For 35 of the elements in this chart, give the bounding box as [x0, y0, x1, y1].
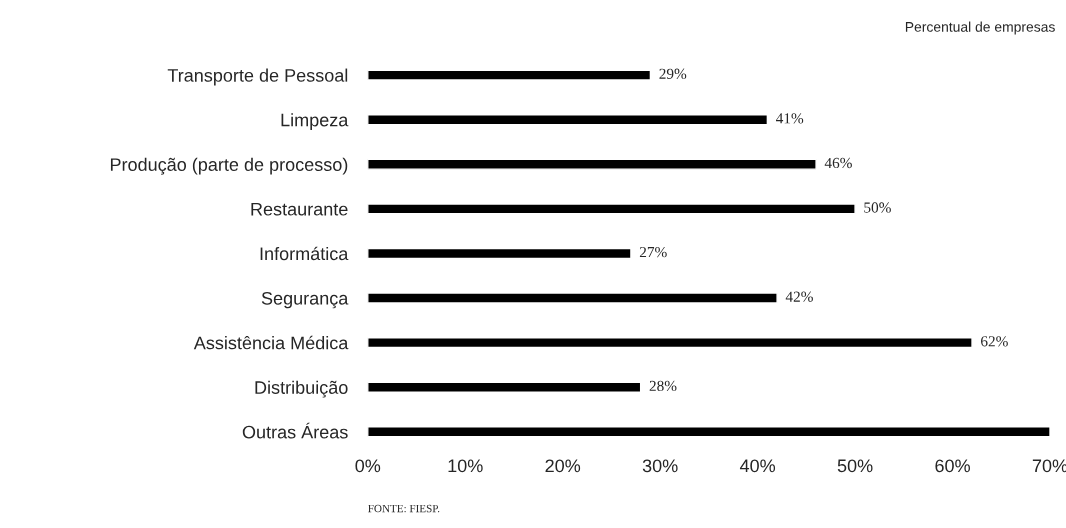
- x-tick-label: 0%: [355, 459, 381, 473]
- data-label: 46%: [824, 157, 852, 169]
- text: Percentual de empresas: [905, 21, 1055, 35]
- y-tick-label: Produção (parte de processo): [110, 157, 348, 175]
- y-tick-label: Restaurante: [251, 202, 348, 216]
- data-label: 62%: [981, 336, 1008, 347]
- x-tick-label: 60%: [935, 459, 970, 473]
- bar: [367, 203, 856, 215]
- data-label: 28%: [649, 380, 677, 392]
- y-tick-label: Assistência Médica: [193, 335, 349, 350]
- data-label: 27%: [639, 246, 667, 258]
- data-label: 41%: [776, 113, 804, 124]
- bar: [367, 381, 642, 393]
- y-tick-label: Distribuição: [255, 380, 348, 398]
- bar: [367, 69, 652, 81]
- bar: [367, 426, 1051, 438]
- data-label: 29%: [659, 68, 687, 79]
- x-tick-label: 10%: [448, 459, 483, 473]
- y-tick-label: Informática: [260, 246, 349, 261]
- x-tick-label: 30%: [642, 459, 678, 473]
- y-tick-label: Transporte de Pessoal: [167, 68, 348, 86]
- x-tick-label: 50%: [837, 459, 873, 473]
- data-label: 50%: [864, 202, 891, 213]
- bar: [367, 114, 769, 126]
- y-tick-label: Limpeza: [281, 113, 349, 130]
- bar: [367, 292, 778, 304]
- y-tick-label: Segurança: [261, 291, 349, 309]
- bar: [367, 337, 973, 349]
- bar: [367, 158, 817, 170]
- x-tick-label: 20%: [545, 459, 581, 473]
- data-label: 42%: [785, 291, 813, 302]
- x-tick-label: 40%: [739, 459, 776, 473]
- source-note: FONTE: FIESP.: [368, 504, 440, 513]
- y-tick-label: Outras Áreas: [242, 422, 348, 439]
- bar: [367, 247, 632, 260]
